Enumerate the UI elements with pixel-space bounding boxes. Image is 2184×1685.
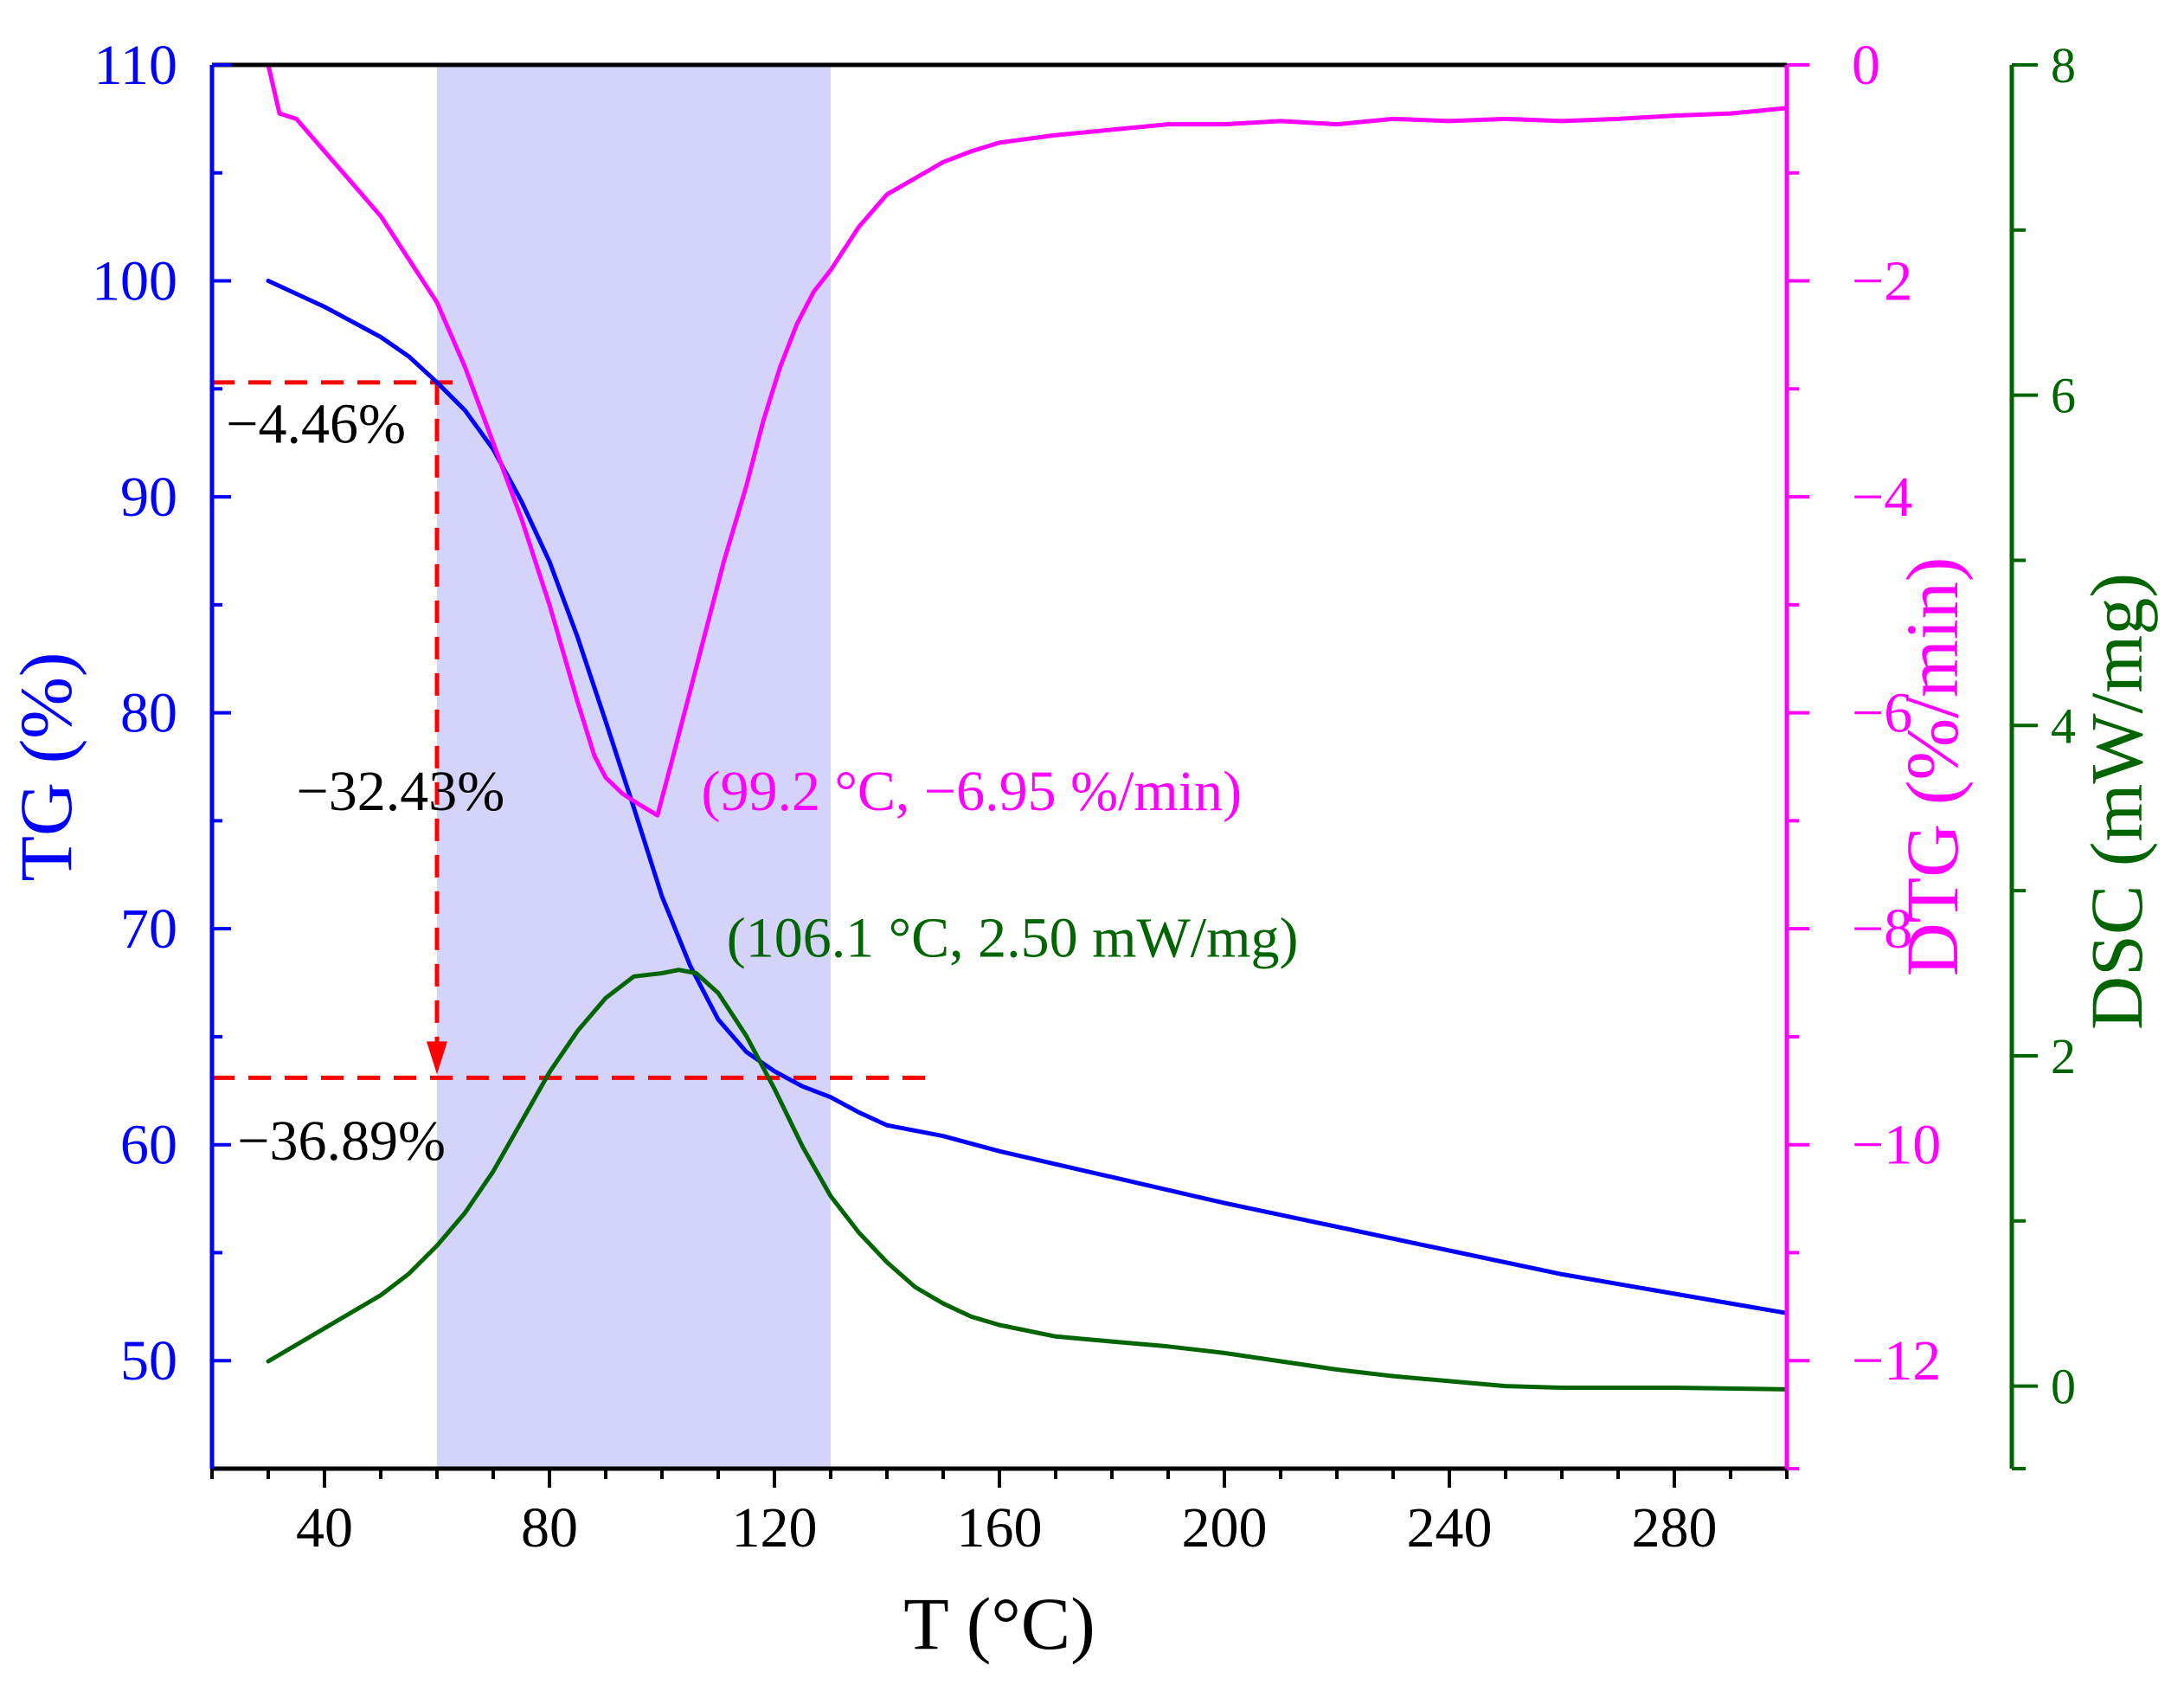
tg-axis-title: TG (%) [4,652,87,881]
dtg-tick-label-2: −2 [1852,250,1912,313]
x-tick-label-120: 120 [732,1496,818,1560]
tg-tick-label-60: 60 [120,1114,177,1177]
shaded-region [437,65,831,1469]
dsc-tick-label-6: 6 [2051,368,2076,424]
tg-tick-label-50: 50 [120,1329,177,1392]
dtg-tick-label-10: −10 [1852,1114,1941,1177]
series-dsc-line [266,968,1789,1392]
tg-tick-label-90: 90 [120,466,177,529]
tg-tick-label-80: 80 [120,682,177,745]
shaded-region-layer [437,65,831,1469]
dsc-axis-title: DSC (mW/mg) [2075,573,2158,1030]
x-tick-label-40: 40 [296,1496,353,1560]
x-tick-label-280: 280 [1632,1496,1718,1560]
dsc-tick-label-4: 4 [2051,698,2076,754]
dtg-tick-label-12: −12 [1852,1329,1941,1392]
dsc-tick-label-8: 8 [2051,37,2076,93]
dtg-tick-label-4: −4 [1852,466,1912,529]
x-tick-label-200: 200 [1182,1496,1268,1560]
annot-dtg-peak: (99.2 °C, −6.95 %/min) [702,760,1243,823]
annot-loss-1: −4.46% [226,393,406,456]
x-axis-title: T (°C) [903,1582,1095,1665]
dtg-tick-label-6: −6 [1852,682,1912,745]
series-tg-line [266,279,1789,1315]
annotations-layer: −4.46% −32.43% −36.89% (99.2 °C, −6.95 %/mi… [226,393,1298,1173]
dtg-axis-title: DTG (%/min) [1891,557,1974,977]
annot-dsc-peak: (106.1 °C, 2.50 mW/mg) [727,906,1299,969]
tg-tick-label-110: 110 [93,34,177,97]
annot-loss-total: −32.43% [297,760,505,823]
dsc-tick-label-2: 2 [2051,1028,2076,1084]
annot-loss-2: −36.89% [237,1109,446,1173]
guide-lines-layer [212,380,932,1080]
dsc-tick-label-0: 0 [2051,1359,2076,1415]
series-dtg-line [266,62,1789,818]
x-tick-label-240: 240 [1407,1496,1493,1560]
x-tick-label-160: 160 [957,1496,1043,1560]
dtg-tick-label-8: −8 [1852,897,1912,961]
series-layer [266,62,1789,1392]
x-tick-label-80: 80 [521,1496,578,1560]
tg-tick-label-100: 100 [92,250,177,313]
dtg-tick-label-0: 0 [1852,34,1880,97]
tg-tick-label-70: 70 [120,897,177,961]
guide-vertical-arrowhead [427,1041,447,1075]
